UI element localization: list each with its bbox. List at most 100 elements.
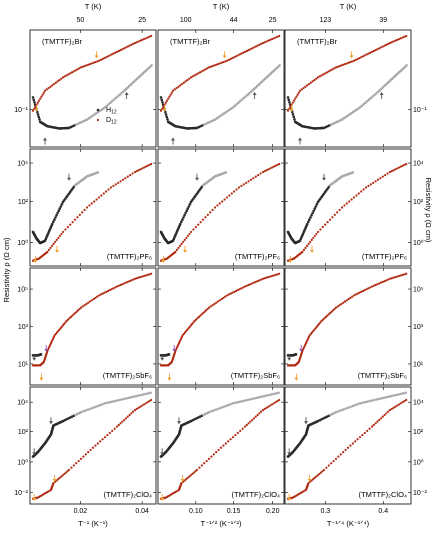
data-point-d12 xyxy=(97,196,101,199)
data-point-h12 xyxy=(51,220,55,224)
data-point-d12 xyxy=(49,246,52,250)
data-point-d12 xyxy=(103,291,106,294)
data-point-h12 xyxy=(96,171,100,174)
data-point-d12 xyxy=(265,40,268,43)
data-point-d12 xyxy=(97,59,101,62)
data-point-d12 xyxy=(315,232,318,236)
data-point-h12 xyxy=(346,406,350,410)
data-point-d12 xyxy=(119,180,122,183)
data-point-d12 xyxy=(196,317,199,320)
y-tick-label: 10⁴ xyxy=(413,161,424,168)
data-point-d12 xyxy=(343,204,346,207)
panel-frame xyxy=(284,267,412,386)
data-point-d12 xyxy=(334,66,338,69)
data-point-d12 xyxy=(343,300,347,303)
data-point-d12 xyxy=(186,476,189,480)
data-point-d12 xyxy=(396,275,399,278)
data-point-d12 xyxy=(304,246,307,250)
data-point-d12 xyxy=(331,68,334,71)
data-point-d12 xyxy=(94,296,97,299)
data-point-d12 xyxy=(276,273,279,276)
data-point-d12 xyxy=(213,64,216,67)
data-point-h12 xyxy=(387,395,391,398)
data-point-h12 xyxy=(207,410,211,414)
data-point-d12 xyxy=(330,462,333,465)
data-point-d12 xyxy=(260,278,263,281)
data-point-d12 xyxy=(87,63,90,66)
data-point-d12 xyxy=(105,190,108,193)
data-point-d12 xyxy=(95,198,98,201)
series-d12 xyxy=(31,398,153,500)
data-point-d12 xyxy=(132,42,135,45)
data-point-h12 xyxy=(222,405,225,409)
data-point-d12 xyxy=(106,433,109,437)
data-point-h12 xyxy=(114,96,118,100)
data-point-d12 xyxy=(346,446,350,449)
data-point-d12 xyxy=(92,297,95,301)
data-point-h12 xyxy=(159,96,163,99)
data-point-d12 xyxy=(148,35,151,38)
compound-label: (TMTTF)₂PF₆ xyxy=(362,252,407,261)
data-point-d12 xyxy=(383,413,386,417)
data-point-d12 xyxy=(265,276,268,279)
panel-r1-c2: (TMTTF)₂Br xyxy=(157,29,285,148)
data-point-d12 xyxy=(82,455,85,458)
transition-arrow xyxy=(124,91,129,99)
data-point-d12 xyxy=(200,313,203,316)
x-tick-label: 0.10 xyxy=(189,508,203,515)
data-point-d12 xyxy=(334,306,338,309)
data-point-d12 xyxy=(251,282,254,285)
data-point-d12 xyxy=(225,59,229,62)
data-point-d12 xyxy=(67,468,71,472)
data-point-d12 xyxy=(269,404,272,407)
series-d12 xyxy=(286,272,408,367)
data-point-d12 xyxy=(50,244,54,248)
data-point-d12 xyxy=(106,55,110,58)
data-point-d12 xyxy=(367,287,370,290)
legend-label-h12: H12 xyxy=(106,107,117,116)
data-point-d12 xyxy=(364,186,368,189)
data-point-d12 xyxy=(337,455,340,458)
data-point-d12 xyxy=(254,45,257,48)
x-tick-label: 0.20 xyxy=(266,508,280,515)
data-point-h12 xyxy=(181,218,184,222)
data-point-d12 xyxy=(340,302,343,306)
data-point-d12 xyxy=(372,181,375,184)
data-point-d12 xyxy=(93,200,96,203)
data-point-d12 xyxy=(195,73,198,76)
legend-marker-d12 xyxy=(96,118,100,122)
data-point-d12 xyxy=(150,398,153,402)
data-point-d12 xyxy=(135,407,138,410)
x-axis-label: T⁻¹ (K⁻¹) xyxy=(78,519,108,528)
data-point-d12 xyxy=(180,242,183,246)
data-point-h12 xyxy=(313,207,317,210)
data-point-d12 xyxy=(258,43,261,46)
data-point-d12 xyxy=(399,402,402,405)
data-point-d12 xyxy=(230,192,233,195)
data-point-d12 xyxy=(117,181,120,184)
data-point-d12 xyxy=(76,68,79,71)
data-point-d12 xyxy=(311,478,315,481)
data-point-d12 xyxy=(146,273,149,276)
data-point-d12 xyxy=(399,37,402,40)
data-point-d12 xyxy=(37,99,41,102)
data-point-d12 xyxy=(224,295,227,298)
data-point-d12 xyxy=(60,232,63,236)
data-point-d12 xyxy=(135,41,138,44)
data-point-h12 xyxy=(241,399,244,403)
data-point-d12 xyxy=(403,35,406,38)
data-point-d12 xyxy=(336,305,339,308)
data-point-d12 xyxy=(42,91,45,94)
data-point-d12 xyxy=(189,324,193,327)
transition-arrow xyxy=(183,245,187,253)
data-point-d12 xyxy=(243,425,247,428)
data-point-h12 xyxy=(210,410,213,413)
data-point-h12 xyxy=(37,115,41,119)
data-point-d12 xyxy=(167,97,170,100)
data-point-d12 xyxy=(61,230,65,234)
data-point-d12 xyxy=(351,442,354,445)
data-point-h12 xyxy=(164,113,168,116)
x-tick-label: 0.4 xyxy=(378,508,388,515)
data-point-h12 xyxy=(238,99,242,103)
panel-frame xyxy=(157,267,285,386)
